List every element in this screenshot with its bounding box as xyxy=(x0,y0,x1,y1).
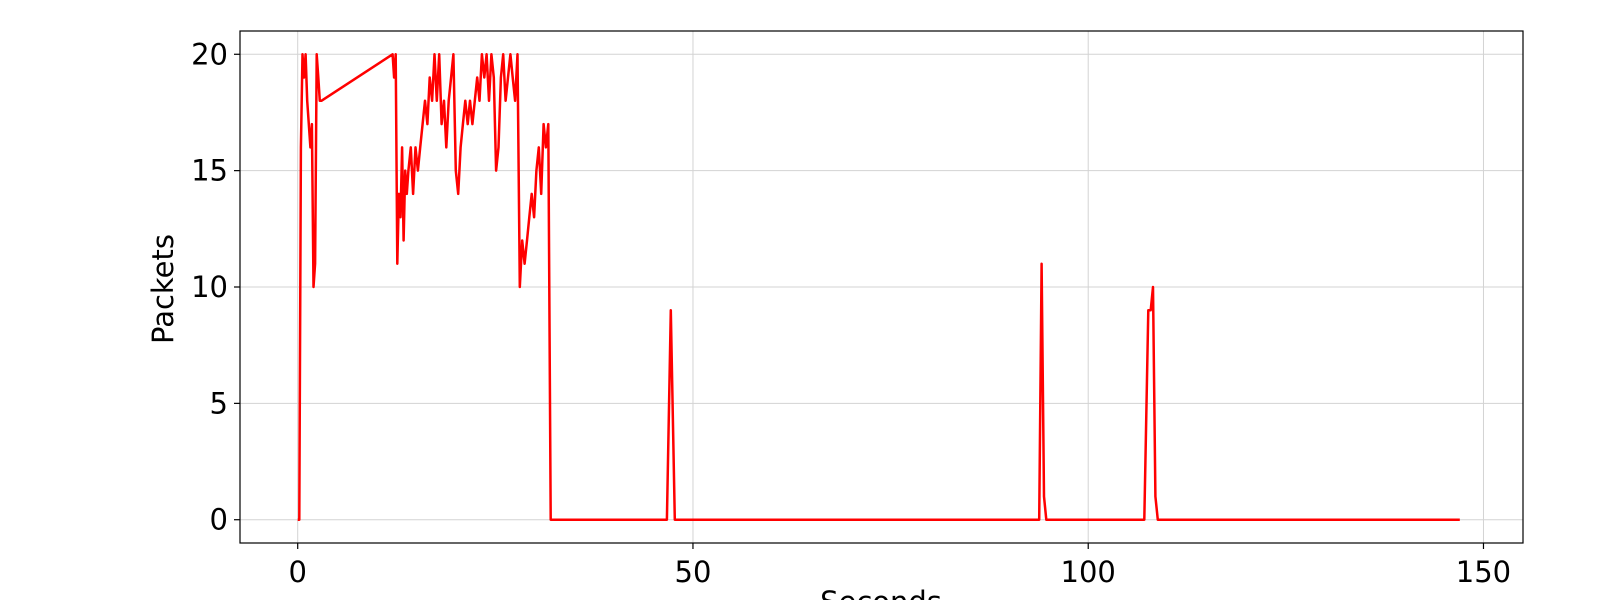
x-tick-label: 100 xyxy=(1061,555,1116,589)
grid xyxy=(240,31,1523,543)
y-tick-label: 20 xyxy=(191,37,228,71)
x-tick-label: 150 xyxy=(1456,555,1511,589)
x-axis-title: Seconds xyxy=(820,585,942,600)
y-axis-title: Packets xyxy=(146,234,180,344)
y-tick-label: 0 xyxy=(210,503,228,537)
x-tick-label: 50 xyxy=(675,555,712,589)
series-line xyxy=(297,53,1460,521)
y-axis: 0 5 10 15 20 xyxy=(191,37,240,537)
y-tick-label: 5 xyxy=(210,386,228,420)
series-layer xyxy=(297,53,1460,521)
y-tick-label: 15 xyxy=(191,154,228,188)
x-tick-label: 0 xyxy=(288,555,306,589)
y-tick-label: 10 xyxy=(191,270,228,304)
x-axis: 0 50 100 150 xyxy=(288,543,1511,589)
